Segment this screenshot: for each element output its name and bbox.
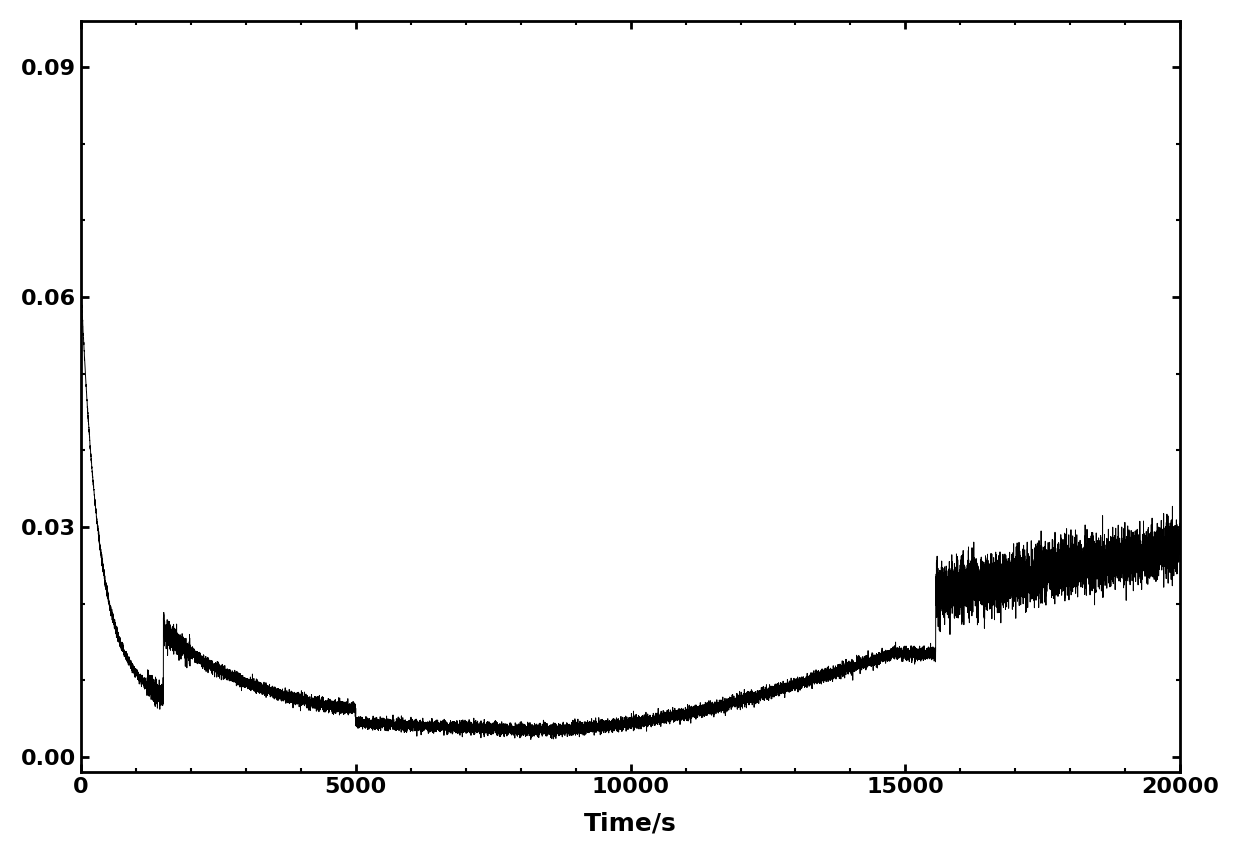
X-axis label: Time/s: Time/s [584,811,677,835]
